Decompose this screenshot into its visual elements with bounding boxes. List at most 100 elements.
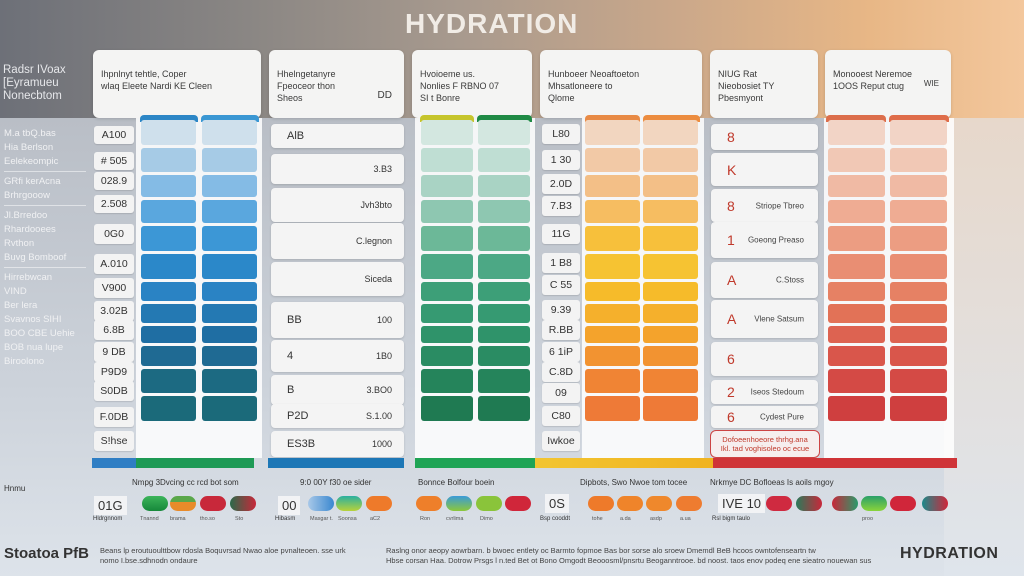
blue-bar xyxy=(141,396,196,421)
drop-icon xyxy=(796,496,822,511)
row-label: ES3B xyxy=(287,438,316,450)
coral-bar xyxy=(828,175,885,197)
blue-bar xyxy=(141,254,196,279)
coral-bar xyxy=(890,200,947,223)
orange-bar xyxy=(643,369,698,393)
orange-bar xyxy=(643,148,698,172)
footer-line: Hbse corsan Haa. Dotrow Prsgs l n.ted Be… xyxy=(386,556,872,565)
coral-bar xyxy=(890,175,947,197)
blue-bar xyxy=(141,120,196,145)
footer-text-left: Beans lp eroutuoulttbow rdosla Boquvrsad… xyxy=(100,546,346,566)
divider xyxy=(4,267,86,268)
row-value: Siceda xyxy=(364,274,392,284)
orange-bar xyxy=(585,148,640,172)
blue-bar xyxy=(141,346,196,366)
green-bar xyxy=(478,175,530,197)
blue-bar xyxy=(141,369,196,393)
green-cap xyxy=(477,115,532,122)
drop-icon xyxy=(922,496,948,511)
legend-sub: Rsl bigm taulo xyxy=(712,516,751,522)
note-line: Ikl. tad voghisoleo oc ecue xyxy=(720,444,810,453)
drop-icon xyxy=(170,496,196,511)
side-list-item: Rvthon xyxy=(4,238,35,249)
drop-icon xyxy=(676,496,702,511)
orange-value-cell: 1 30 xyxy=(542,150,580,170)
pill-caption: Dimo xyxy=(480,516,493,522)
row-marker: 6 xyxy=(727,351,735,367)
data-row: C.legnon xyxy=(271,223,404,259)
card-line: SI t Bonre xyxy=(420,93,461,103)
row-marker: A xyxy=(727,311,737,327)
side-list-item: Brhrgooow xyxy=(4,190,50,201)
drop-icon xyxy=(505,496,531,511)
orange-bar xyxy=(585,254,640,279)
legend-heading: Nmpg 3Dvcing cc rcd bot som xyxy=(132,478,239,487)
footer-text-right: Raslng onor aeopy aowrbarn. b bwoec entl… xyxy=(386,546,886,566)
legend-sub: Hldrgnnom xyxy=(93,516,123,522)
data-row: B 3.BO0 xyxy=(271,375,404,405)
green-bar xyxy=(478,200,530,223)
coral-bar xyxy=(828,148,885,172)
header-card: Hunboeer Neoaftoeton Mhsatloneere to Qlo… xyxy=(540,50,702,118)
row-value: S.1.00 xyxy=(365,411,392,421)
orange-bar xyxy=(585,200,640,223)
drop-icon xyxy=(617,496,643,511)
orange-bar xyxy=(643,396,698,421)
orange-value-cell: R.BB xyxy=(542,320,580,340)
row-marker: A xyxy=(727,272,737,288)
pill-caption: asdp xyxy=(650,516,662,522)
coral-bar xyxy=(890,254,947,279)
blue-bar xyxy=(202,254,257,279)
base-strip-yellow xyxy=(535,458,713,468)
green-bar xyxy=(421,254,473,279)
drop-icon xyxy=(588,496,614,511)
row-text: Goeong Preaso xyxy=(747,235,804,245)
legend-number: 0S xyxy=(545,494,569,513)
green-bar xyxy=(421,369,473,393)
row-label: AlB xyxy=(287,130,305,142)
side-header-line: Radsr IVoax xyxy=(3,64,66,76)
legend-number: 01G xyxy=(94,496,127,515)
orange-bar xyxy=(643,120,698,145)
coral-bar xyxy=(890,120,947,145)
drop-icon xyxy=(832,496,858,511)
footer-title: Stoatoa PfB xyxy=(4,545,90,562)
pill-caption: Masgar t. xyxy=(310,516,333,522)
green-bar xyxy=(421,148,473,172)
blue-cap xyxy=(140,115,198,122)
orange-bar xyxy=(585,120,640,145)
pill-caption: proo xyxy=(862,516,874,522)
coral-bar xyxy=(828,282,885,301)
card-line: Sheos xyxy=(277,93,303,103)
row-marker: 8 xyxy=(727,129,735,145)
blue-value-cell: 2.508 xyxy=(94,195,134,213)
side-list-item: GRfi kerAcna xyxy=(4,176,61,187)
side-list-item: Buvg Bomboof xyxy=(4,252,67,263)
legend-heading: Dipbots, Swo Nwoe tom tocee xyxy=(580,478,688,487)
orange-bar xyxy=(585,396,640,421)
divider xyxy=(4,171,86,172)
warning-note: Dofoeenhoeore thrhg.ana Ikl. tad voghiso… xyxy=(710,430,820,458)
row-text: C.Stoss xyxy=(775,275,804,285)
drop-icon xyxy=(200,496,226,511)
orange-bar xyxy=(643,346,698,366)
data-row: 3.B3 xyxy=(271,154,404,184)
blue-bar xyxy=(141,326,196,343)
card-line: NIUG Rat xyxy=(718,69,758,79)
pill-caption: a.da xyxy=(620,516,631,522)
card-extra: DD xyxy=(377,90,392,101)
orange-bar xyxy=(585,175,640,197)
blue-bar xyxy=(141,282,196,301)
card-line: Qlome xyxy=(548,93,575,103)
blue-value-cell: # 505 xyxy=(94,152,134,170)
drop-icon xyxy=(142,496,168,511)
blue-value-cell: 6.8B xyxy=(94,320,134,340)
data-row: Siceda xyxy=(271,262,404,296)
side-list-item: Svavnos SIHI xyxy=(4,314,62,325)
drop-icon xyxy=(446,496,472,511)
blue-bar xyxy=(141,175,196,197)
orange-value-cell: C 55 xyxy=(542,275,580,295)
blue-bar xyxy=(202,226,257,251)
card-line: Fpeoceor thon xyxy=(277,81,336,91)
coral-bar xyxy=(890,396,947,421)
